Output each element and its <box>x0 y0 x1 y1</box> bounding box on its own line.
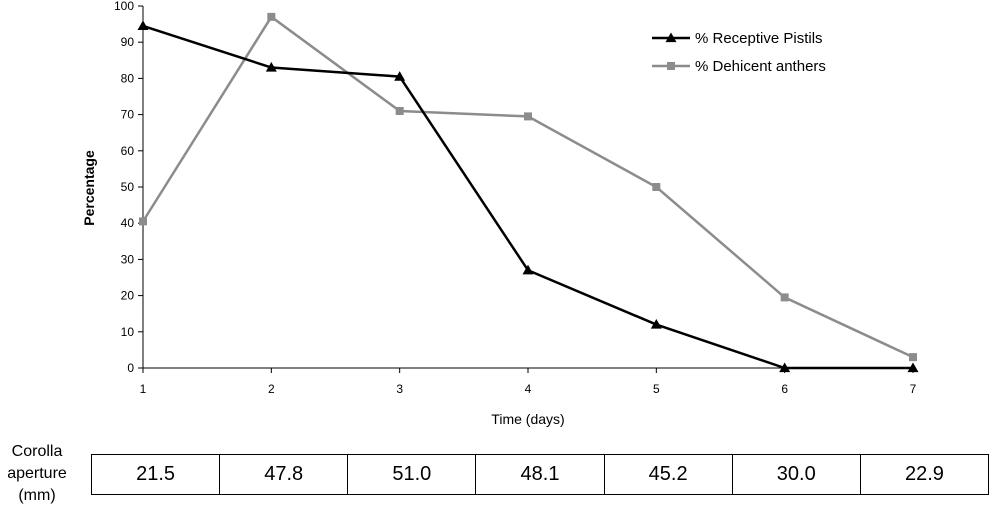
x-tick-label: 6 <box>781 382 788 396</box>
x-tick-label: 5 <box>653 382 660 396</box>
data-point <box>522 264 534 275</box>
legend-item: % Dehicent anthers <box>652 58 826 75</box>
data-point <box>650 319 662 329</box>
series-receptive-pistils <box>137 20 919 373</box>
legend-label: % Dehicent anthers <box>695 58 826 75</box>
x-tick-label: 2 <box>268 382 275 396</box>
y-tick-label: 90 <box>121 35 135 49</box>
corolla-aperture-table: 21.5 47.8 51.0 48.1 45.2 30.0 22.9 <box>90 454 990 495</box>
data-point <box>780 293 789 302</box>
x-tick-label: 7 <box>910 382 917 396</box>
aperture-cell: 48.1 <box>475 454 605 495</box>
series-group <box>137 12 919 373</box>
aperture-label-line: aperture <box>7 465 67 482</box>
aperture-cell: 21.5 <box>90 454 221 495</box>
data-point <box>137 20 149 31</box>
aperture-label-line: Corolla <box>11 443 63 460</box>
data-point <box>909 353 917 362</box>
data-point <box>265 62 277 72</box>
y-tick-label: 100 <box>114 0 134 13</box>
x-tick-label: 1 <box>140 382 147 396</box>
aperture-cell: 30.0 <box>731 454 861 495</box>
line-chart: 0 10 20 30 40 50 60 70 80 90 100 1 2 3 4 5 6 7 % Receptiv… <box>81 0 919 427</box>
y-tick-label: 10 <box>121 325 135 339</box>
legend-marker <box>667 62 675 70</box>
y-tick-label: 40 <box>121 216 135 230</box>
axes-group: 0 10 20 30 40 50 60 70 80 90 100 1 2 3 4 5 6 7 <box>114 0 917 396</box>
legend-label: % Receptive Pistils <box>695 30 823 47</box>
data-point <box>267 12 276 21</box>
aperture-cell: 45.2 <box>603 454 733 495</box>
x-tick-label: 4 <box>525 382 532 396</box>
y-tick-label: 50 <box>121 180 135 194</box>
data-point <box>524 112 532 121</box>
aperture-cell: 51.0 <box>347 454 477 495</box>
data-point <box>907 362 919 373</box>
aperture-cell: 22.9 <box>859 454 990 495</box>
aperture-row: 21.5 47.8 51.0 48.1 45.2 30.0 22.9 <box>90 454 990 495</box>
aperture-label-line: (mm) <box>18 487 56 504</box>
data-point <box>652 183 661 191</box>
legend-marker <box>665 32 677 43</box>
series-line <box>142 24 913 370</box>
y-tick-label: 20 <box>121 289 135 303</box>
y-tick-label: 60 <box>121 144 135 158</box>
x-axis-label: Time (days) <box>491 411 564 427</box>
x-tick-label: 3 <box>396 382 403 396</box>
corolla-aperture-label: Corolla aperture (mm) <box>0 441 74 507</box>
data-point <box>394 71 406 81</box>
aperture-cell: 47.8 <box>219 454 349 495</box>
y-tick-label: 30 <box>121 252 135 266</box>
y-axis-label: Percentage <box>81 150 97 226</box>
data-point <box>139 217 147 226</box>
y-tick-label: 70 <box>121 108 135 122</box>
y-tick-label: 0 <box>127 361 134 375</box>
legend-item: % Receptive Pistils <box>652 30 823 47</box>
data-point <box>779 362 791 373</box>
y-tick-label: 80 <box>121 71 135 85</box>
data-point <box>395 106 404 115</box>
legend: % Receptive Pistils % Dehicent anthers <box>652 30 826 75</box>
series-dehicent-anthers <box>139 12 917 362</box>
